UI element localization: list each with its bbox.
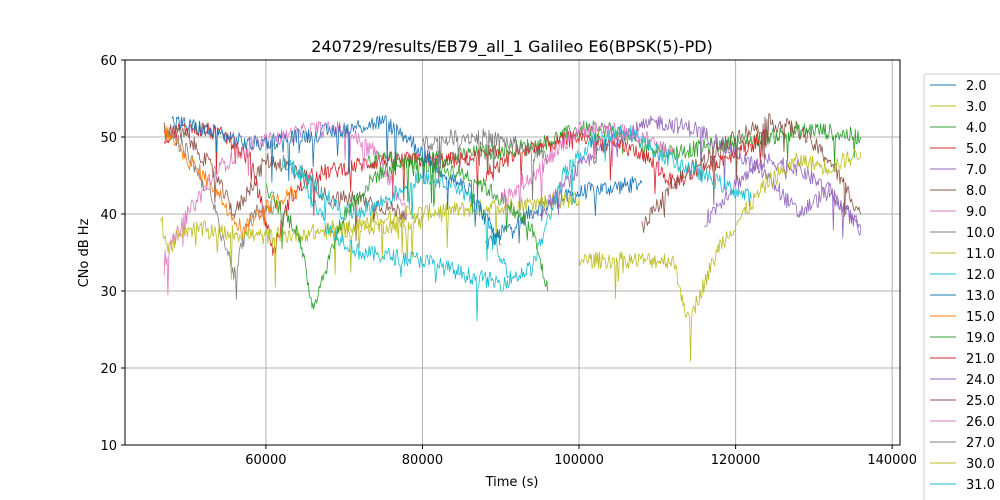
series-line (500, 121, 674, 217)
series-line (296, 124, 752, 322)
legend-label: 26.0 (966, 415, 995, 430)
legend-label: 8.0 (966, 184, 987, 199)
x-tick-label: 120000 (711, 453, 761, 468)
x-axis: 60000 80000 100000 120000 140000 (245, 445, 917, 468)
x-tick-label: 140000 (867, 453, 917, 468)
y-axis: 10 20 30 40 50 60 (100, 54, 125, 454)
y-tick-label: 20 (100, 362, 117, 377)
legend-label: 3.0 (966, 100, 987, 115)
legend-label: 5.0 (966, 142, 987, 157)
series-line (163, 122, 502, 256)
legend-label: 9.0 (966, 205, 987, 220)
legend-label: 15.0 (966, 310, 995, 325)
legend-label: 13.0 (966, 289, 995, 304)
series-line (484, 176, 643, 249)
y-axis-label: CNo dB Hz (77, 218, 92, 287)
series-line (704, 152, 862, 239)
legend-label: 21.0 (966, 352, 995, 367)
plot-frame (124, 59, 901, 446)
legend-label: 30.0 (966, 457, 995, 472)
legend-label: 31.0 (966, 478, 995, 493)
legend-label: 19.0 (966, 331, 995, 346)
y-tick-label: 40 (100, 208, 117, 223)
legend-label: 2.0 (966, 79, 987, 94)
legend-label: 4.0 (966, 121, 987, 136)
legend-label: 12.0 (966, 268, 995, 283)
legend: 2.0 3.0 4.0 5.0 7.0 8.0 9.0 10.0 11.0 12.0 13.0 15.… (923, 73, 1000, 500)
series-line (539, 115, 862, 236)
series-line (578, 148, 862, 362)
legend-label: 7.0 (966, 163, 987, 178)
legend-label: 25.0 (966, 394, 995, 409)
series-line (171, 115, 501, 246)
y-tick-label: 10 (100, 439, 117, 454)
legend-label: 10.0 (966, 226, 995, 241)
legend-box (923, 73, 1000, 500)
y-tick-label: 30 (100, 285, 117, 300)
series-line (265, 153, 549, 310)
y-tick-label: 60 (100, 54, 117, 69)
series-line (422, 128, 549, 201)
x-tick-label: 80000 (402, 453, 443, 468)
series-line (163, 120, 408, 296)
x-axis-label: Time (s) (485, 475, 539, 490)
series-line (163, 122, 408, 241)
x-tick-label: 60000 (245, 453, 286, 468)
series-line (484, 129, 768, 195)
series-layer (159, 113, 862, 362)
legend-label: 24.0 (966, 373, 995, 388)
series-line (641, 113, 862, 233)
series-line (281, 154, 509, 279)
x-tick-label: 100000 (554, 453, 604, 468)
legend-label: 27.0 (966, 436, 995, 451)
legend-label: 11.0 (966, 247, 995, 262)
y-tick-label: 50 (100, 131, 117, 146)
series-line (159, 214, 423, 288)
chart-title: 240729/results/EB79_all_1 Galileo E6(BPS… (311, 37, 713, 57)
